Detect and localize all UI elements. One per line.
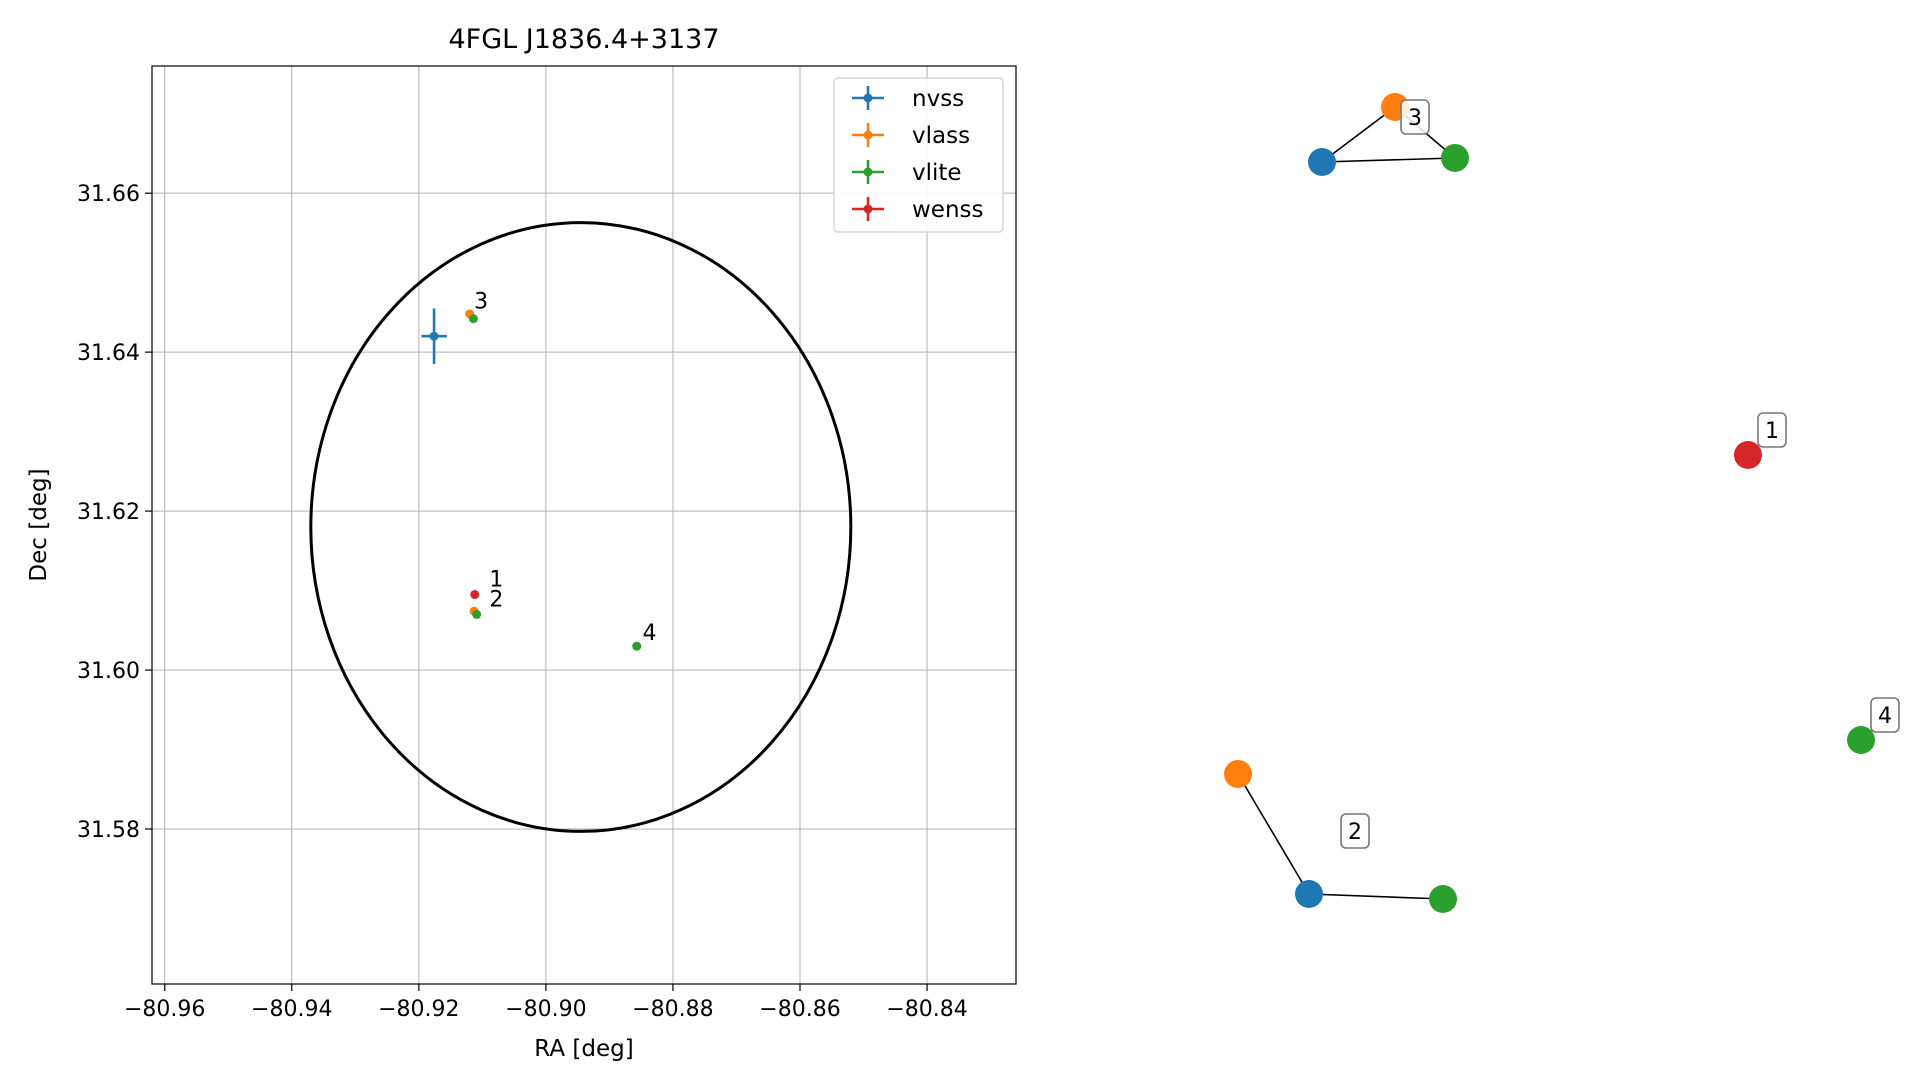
point-vlite [468,314,478,324]
graph-node-vlass [1224,760,1252,788]
cluster-label: 4 [1878,704,1892,729]
cluster-group: 3 [1308,93,1469,176]
annotation-layer: 3 12 4 [474,289,656,645]
legend-entry-wenss: wenss [852,197,984,223]
plot-border [151,65,1017,985]
point-annotation: 1 [489,568,503,593]
graph-node-vlite [1441,144,1469,172]
point-annotation: 2 [489,587,503,612]
marker [632,641,642,651]
ellipse-layer [309,221,853,833]
graph-edge [1321,106,1396,163]
graph-node-vlite [1429,885,1457,913]
legend-label: vlass [912,123,970,149]
graph-edge [1321,157,1456,163]
legend-entry-nvss: nvss [852,86,964,112]
graph-node-nvss [1295,880,1323,908]
graph-node-vlite [1847,726,1875,754]
y-tick-label: 31.58 [77,818,140,843]
y-tick-label: 31.60 [77,659,140,684]
x-tick-label: −80.86 [759,997,840,1022]
cluster-label-box [1757,412,1787,448]
marker [470,590,480,600]
point-vlite [632,641,642,651]
legend-label: vlite [912,160,962,186]
point-vlite [472,609,482,619]
cluster-label: 3 [1408,106,1422,131]
legend-swatch-marker [863,130,873,140]
point-nvss [421,308,447,365]
legend-entry-vlite: vlite [852,160,962,186]
x-tick-label: −80.94 [251,997,332,1022]
cluster-label-box [1400,99,1430,135]
legend-swatch-marker [863,167,873,177]
cluster-label: 2 [1348,820,1362,845]
marker [468,314,478,324]
cluster-group: 2 [1224,760,1457,913]
graph-edge [1308,893,1444,900]
y-tick-label: 31.66 [77,182,140,207]
point-wenss [470,590,480,600]
network-graph: 3 1 4 2 [1224,93,1900,913]
legend-label: nvss [912,86,964,112]
marker [472,609,482,619]
y-tick-label: 31.62 [77,500,140,525]
points-layer [421,308,642,651]
y-tick-label: 31.64 [77,341,140,366]
scatter-chart: 3 12 4 −80.96 −80.94 −80.92 −80.90 −80.88 −80.8… [26,24,1017,1062]
point-annotation: 3 [474,289,488,314]
cluster-label: 1 [1765,419,1779,444]
confidence-ellipse [309,221,853,833]
cluster-group: 1 [1734,412,1787,469]
x-tick-label: −80.88 [632,997,713,1022]
marker [429,331,439,341]
point-annotation: 4 [642,621,656,646]
x-tick-label: −80.92 [378,997,459,1022]
x-tick-label: −80.96 [124,997,205,1022]
legend-entries: nvss vlass vlite wenss [852,86,984,223]
cluster-group: 4 [1847,697,1900,754]
x-tick-label: −80.84 [886,997,967,1022]
graph-node-nvss [1308,148,1336,176]
cluster-label-box [1340,813,1370,849]
cluster-label-box [1870,697,1900,733]
chart-title: 4FGL J1836.4+3137 [448,24,719,55]
graph-edge [1237,773,1310,895]
legend-swatch-marker [863,204,873,214]
y-axis-label: Dec [deg] [26,468,52,581]
x-tick-label: −80.90 [505,997,586,1022]
legend-box [833,77,1004,233]
legend-entry-vlass: vlass [852,123,970,149]
legend: nvss vlass vlite wenss [833,77,1004,233]
x-axis-label: RA [deg] [534,1036,633,1062]
graph-node-wenss [1734,441,1762,469]
ticks-layer: −80.96 −80.94 −80.92 −80.90 −80.88 −80.86 −80.… [77,182,968,1022]
legend-label: wenss [912,197,984,223]
legend-swatch-marker [863,93,873,103]
grid [152,66,1016,984]
